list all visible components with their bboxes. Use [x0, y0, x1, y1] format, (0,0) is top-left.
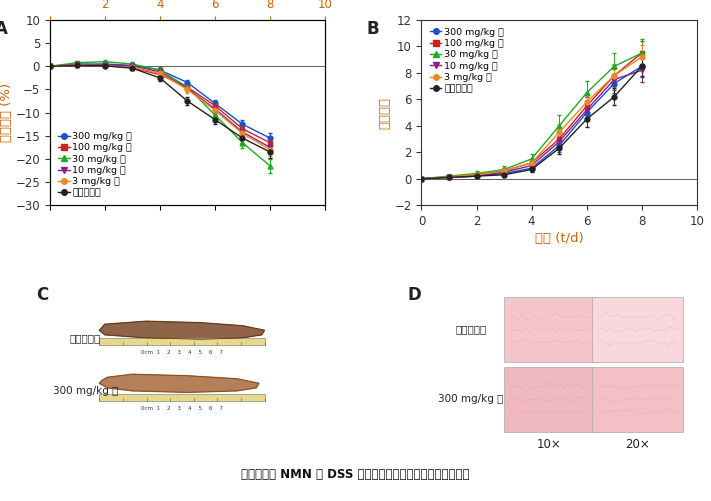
Text: 不同浓度的 NMN 对 DSS 诱导的溃疡性结肠炎模型小鼠的影响: 不同浓度的 NMN 对 DSS 诱导的溃疡性结肠炎模型小鼠的影响	[241, 468, 470, 481]
Bar	[504, 297, 595, 362]
Legend: 300 mg/kg 组, 100 mg/kg 组, 30 mg/kg 组, 10 mg/kg 组, 3 mg/kg 组, 空白对照组: 300 mg/kg 组, 100 mg/kg 组, 30 mg/kg 组, 10…	[58, 131, 133, 198]
X-axis label: 时间 (t/d): 时间 (t/d)	[535, 232, 584, 245]
Polygon shape	[100, 374, 259, 392]
Text: C: C	[36, 287, 48, 304]
Text: B: B	[366, 20, 379, 38]
Text: 空白对照组: 空白对照组	[70, 333, 101, 343]
Legend: 300 mg/kg 组, 100 mg/kg 组, 30 mg/kg 组, 10 mg/kg 组, 3 mg/kg 组, 空白对照组: 300 mg/kg 组, 100 mg/kg 组, 30 mg/kg 组, 10…	[429, 27, 505, 94]
Text: 10×: 10×	[537, 438, 562, 451]
Text: 300 mg/kg 组: 300 mg/kg 组	[438, 394, 503, 404]
Text: D: D	[407, 287, 422, 304]
Polygon shape	[100, 321, 264, 339]
Bar	[100, 394, 264, 401]
Text: 空白对照组: 空白对照组	[455, 325, 486, 335]
Text: 20×: 20×	[625, 438, 650, 451]
Bar	[100, 338, 264, 345]
Text: A: A	[0, 20, 8, 38]
Text: 0cm  1    2    3    4    5    6    7: 0cm 1 2 3 4 5 6 7	[141, 350, 223, 355]
Text: 0cm  1    2    3    4    5    6    7: 0cm 1 2 3 4 5 6 7	[141, 406, 223, 411]
Bar	[592, 367, 683, 432]
Bar	[592, 297, 683, 362]
Y-axis label: 体重变化 (%): 体重变化 (%)	[0, 83, 13, 142]
Y-axis label: 疾病评分: 疾病评分	[378, 97, 392, 129]
Bar	[504, 367, 595, 432]
Text: 300 mg/kg 组: 300 mg/kg 组	[53, 386, 118, 396]
